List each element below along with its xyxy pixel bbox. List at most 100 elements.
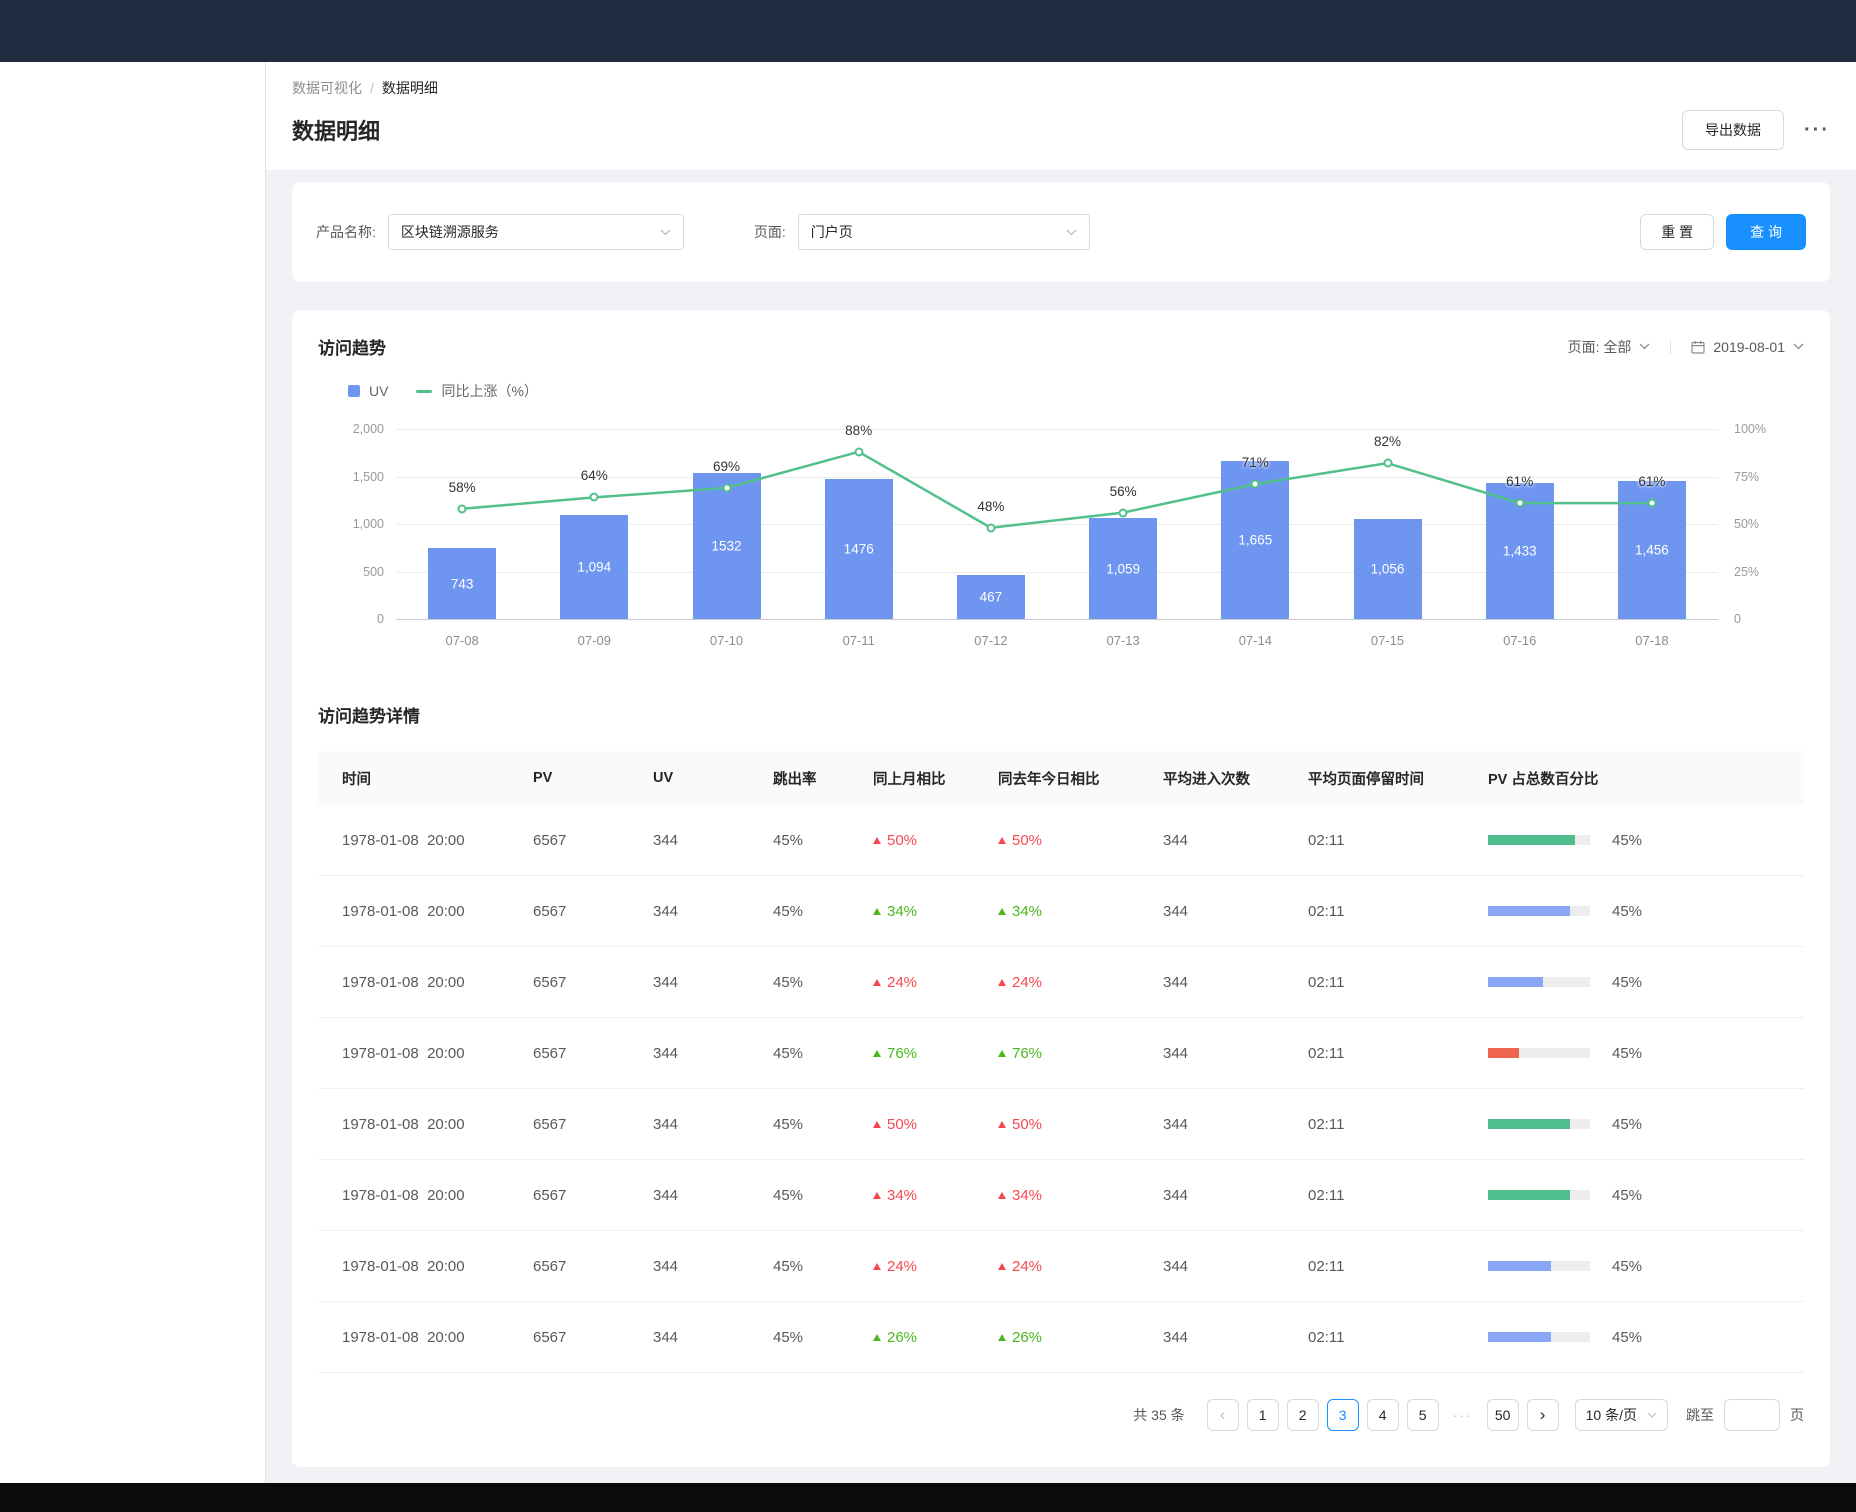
pv-share-cell: 45%: [1488, 1116, 1796, 1133]
axis-tick-label: 100%: [1734, 422, 1766, 436]
table-cell: 344: [653, 1044, 679, 1062]
page-header: 数据可视化 / 数据明细 数据明细 导出数据 ···: [266, 62, 1856, 170]
pagination: 共 35 条 ‹ 1 2 3 4 5 ··· 50 › 10 条/页 跳至 页: [318, 1399, 1804, 1431]
pv-share-cell: 45%: [1488, 903, 1796, 920]
table-cell: 02:11: [1308, 831, 1345, 849]
progress-fill: [1488, 977, 1544, 987]
line-point: [1118, 508, 1128, 518]
trend-up-icon: [998, 978, 1006, 986]
trend-up-icon: [998, 836, 1006, 844]
date-picker[interactable]: 2019-08-01: [1691, 339, 1804, 355]
table-cell: 1978-01-08 20:00: [342, 1186, 465, 1204]
table-row: 1978-01-08 20:00 6567 344 45% 24% 24% 344 02:11…: [318, 1231, 1804, 1302]
x-axis-label: 07-10: [709, 633, 744, 648]
prev-page-button[interactable]: ‹: [1206, 1399, 1239, 1431]
reset-button[interactable]: 重 置: [1640, 214, 1715, 250]
next-page-button[interactable]: ›: [1526, 1399, 1559, 1431]
table-row: 1978-01-08 20:00 6567 344 45% 50% 50% 344 02:11…: [318, 805, 1804, 876]
table-cell: 344: [653, 973, 679, 991]
table-cell: 6567: [533, 973, 567, 991]
table-cell: 02:11: [1308, 1328, 1345, 1346]
bar-value-label: 1532: [711, 538, 742, 554]
table-cell: 45%: [773, 1044, 804, 1062]
table-cell: 45%: [1488, 1258, 1804, 1275]
trend-up-icon: [873, 1262, 881, 1270]
table-cell: 45%: [1488, 1116, 1804, 1133]
detail-table-title: 访问趋势详情: [318, 707, 420, 726]
chevron-down-icon: [1647, 1412, 1657, 1418]
chart-page-filter[interactable]: 页面: 全部: [1568, 337, 1651, 357]
product-select[interactable]: 区块链溯源服务: [387, 214, 684, 250]
table-cell: 45%: [1488, 974, 1804, 991]
jump-page-input[interactable]: [1724, 1399, 1780, 1431]
trend-up-icon: [873, 978, 881, 986]
trend-value: 50%: [998, 832, 1155, 849]
trend-percent: 34%: [887, 902, 918, 920]
table-row: 1978-01-08 20:00 6567 344 45% 50% 50% 344 02:11…: [318, 1089, 1804, 1160]
pv-share-cell: 45%: [1488, 1187, 1796, 1204]
right-axis: 100% 75% 50% 25% 0: [1718, 422, 1804, 626]
more-actions-icon[interactable]: ···: [1804, 119, 1830, 141]
trend-percent: 24%: [1012, 973, 1043, 991]
page-button[interactable]: 4: [1366, 1399, 1399, 1431]
column-header: 跳出率: [773, 771, 817, 788]
trend-value: 50%: [873, 832, 990, 849]
trend-up-icon: [873, 907, 881, 915]
table-cell: 50%: [873, 1116, 998, 1133]
query-button[interactable]: 查 询: [1726, 214, 1806, 250]
table-row: 1978-01-08 20:00 6567 344 45% 76% 76% 344 02:11…: [318, 1018, 1804, 1089]
trend-value: 34%: [873, 1187, 990, 1204]
axis-tick-label: 75%: [1734, 469, 1760, 484]
trend-value: 24%: [998, 974, 1155, 991]
sidebar: [0, 62, 266, 1512]
table-cell: 45%: [773, 973, 804, 991]
table-cell: 45%: [1488, 903, 1804, 920]
trend-value: 24%: [873, 974, 990, 991]
table-cell: 34%: [998, 1187, 1163, 1204]
page-select[interactable]: 门户页: [797, 214, 1090, 250]
column-header: 平均页面停留时间: [1308, 771, 1424, 788]
table-cell: 34%: [873, 903, 998, 920]
ellipsis: ···: [1447, 1399, 1479, 1431]
page-button[interactable]: 50: [1486, 1399, 1519, 1431]
line-point: [589, 492, 599, 502]
line-value-label: 61%: [1506, 474, 1534, 490]
table-cell: 6567: [533, 1186, 567, 1204]
table-cell: 45%: [773, 1115, 804, 1133]
breadcrumb-item[interactable]: 数据可视化: [292, 80, 362, 96]
page-button[interactable]: 1: [1246, 1399, 1279, 1431]
table-cell: 45%: [773, 831, 804, 849]
growth-line-swatch-icon: [416, 389, 433, 393]
bar-group: 1,056: [1321, 429, 1453, 619]
progress-bar: [1488, 977, 1590, 987]
bar-group: 1476: [793, 429, 925, 619]
bar-value-label: 1,059: [1106, 561, 1141, 577]
table-cell: 02:11: [1308, 902, 1345, 920]
filter-card: 产品名称: 区块链溯源服务 页面: 门户页 重 置 查 询: [292, 182, 1830, 282]
page-button[interactable]: 2: [1286, 1399, 1319, 1431]
bar-value-label: 1476: [843, 541, 874, 557]
bar-value-label: 1,456: [1635, 542, 1669, 558]
line-value-label: 48%: [977, 498, 1005, 514]
table-cell: 344: [653, 1186, 679, 1204]
x-axis-line: [396, 619, 1718, 620]
gridline: [396, 571, 1718, 573]
page-size-select[interactable]: 10 条/页: [1574, 1399, 1668, 1431]
table-cell: 344: [1163, 902, 1189, 920]
table-cell: 50%: [998, 1116, 1163, 1133]
line-point: [457, 504, 467, 514]
export-data-button[interactable]: 导出数据: [1682, 110, 1785, 150]
legend-item-growth[interactable]: 同比上涨（%）: [416, 381, 538, 401]
x-axis-label: 07-09: [577, 633, 611, 648]
page-button-active[interactable]: 3: [1326, 1399, 1359, 1431]
page-button[interactable]: 5: [1406, 1399, 1439, 1431]
table-cell: 50%: [998, 832, 1163, 849]
table-cell: 02:11: [1308, 1044, 1345, 1062]
trend-up-icon: [873, 1049, 881, 1057]
chart-legend: UV 同比上涨（%）: [348, 381, 1804, 401]
date-picker-value: 2019-08-01: [1713, 338, 1785, 355]
legend-item-uv[interactable]: UV: [348, 383, 388, 399]
table-cell: 1978-01-08 20:00: [342, 902, 465, 920]
table-cell: 1978-01-08 20:00: [342, 1257, 465, 1275]
table-cell: 26%: [998, 1329, 1163, 1346]
